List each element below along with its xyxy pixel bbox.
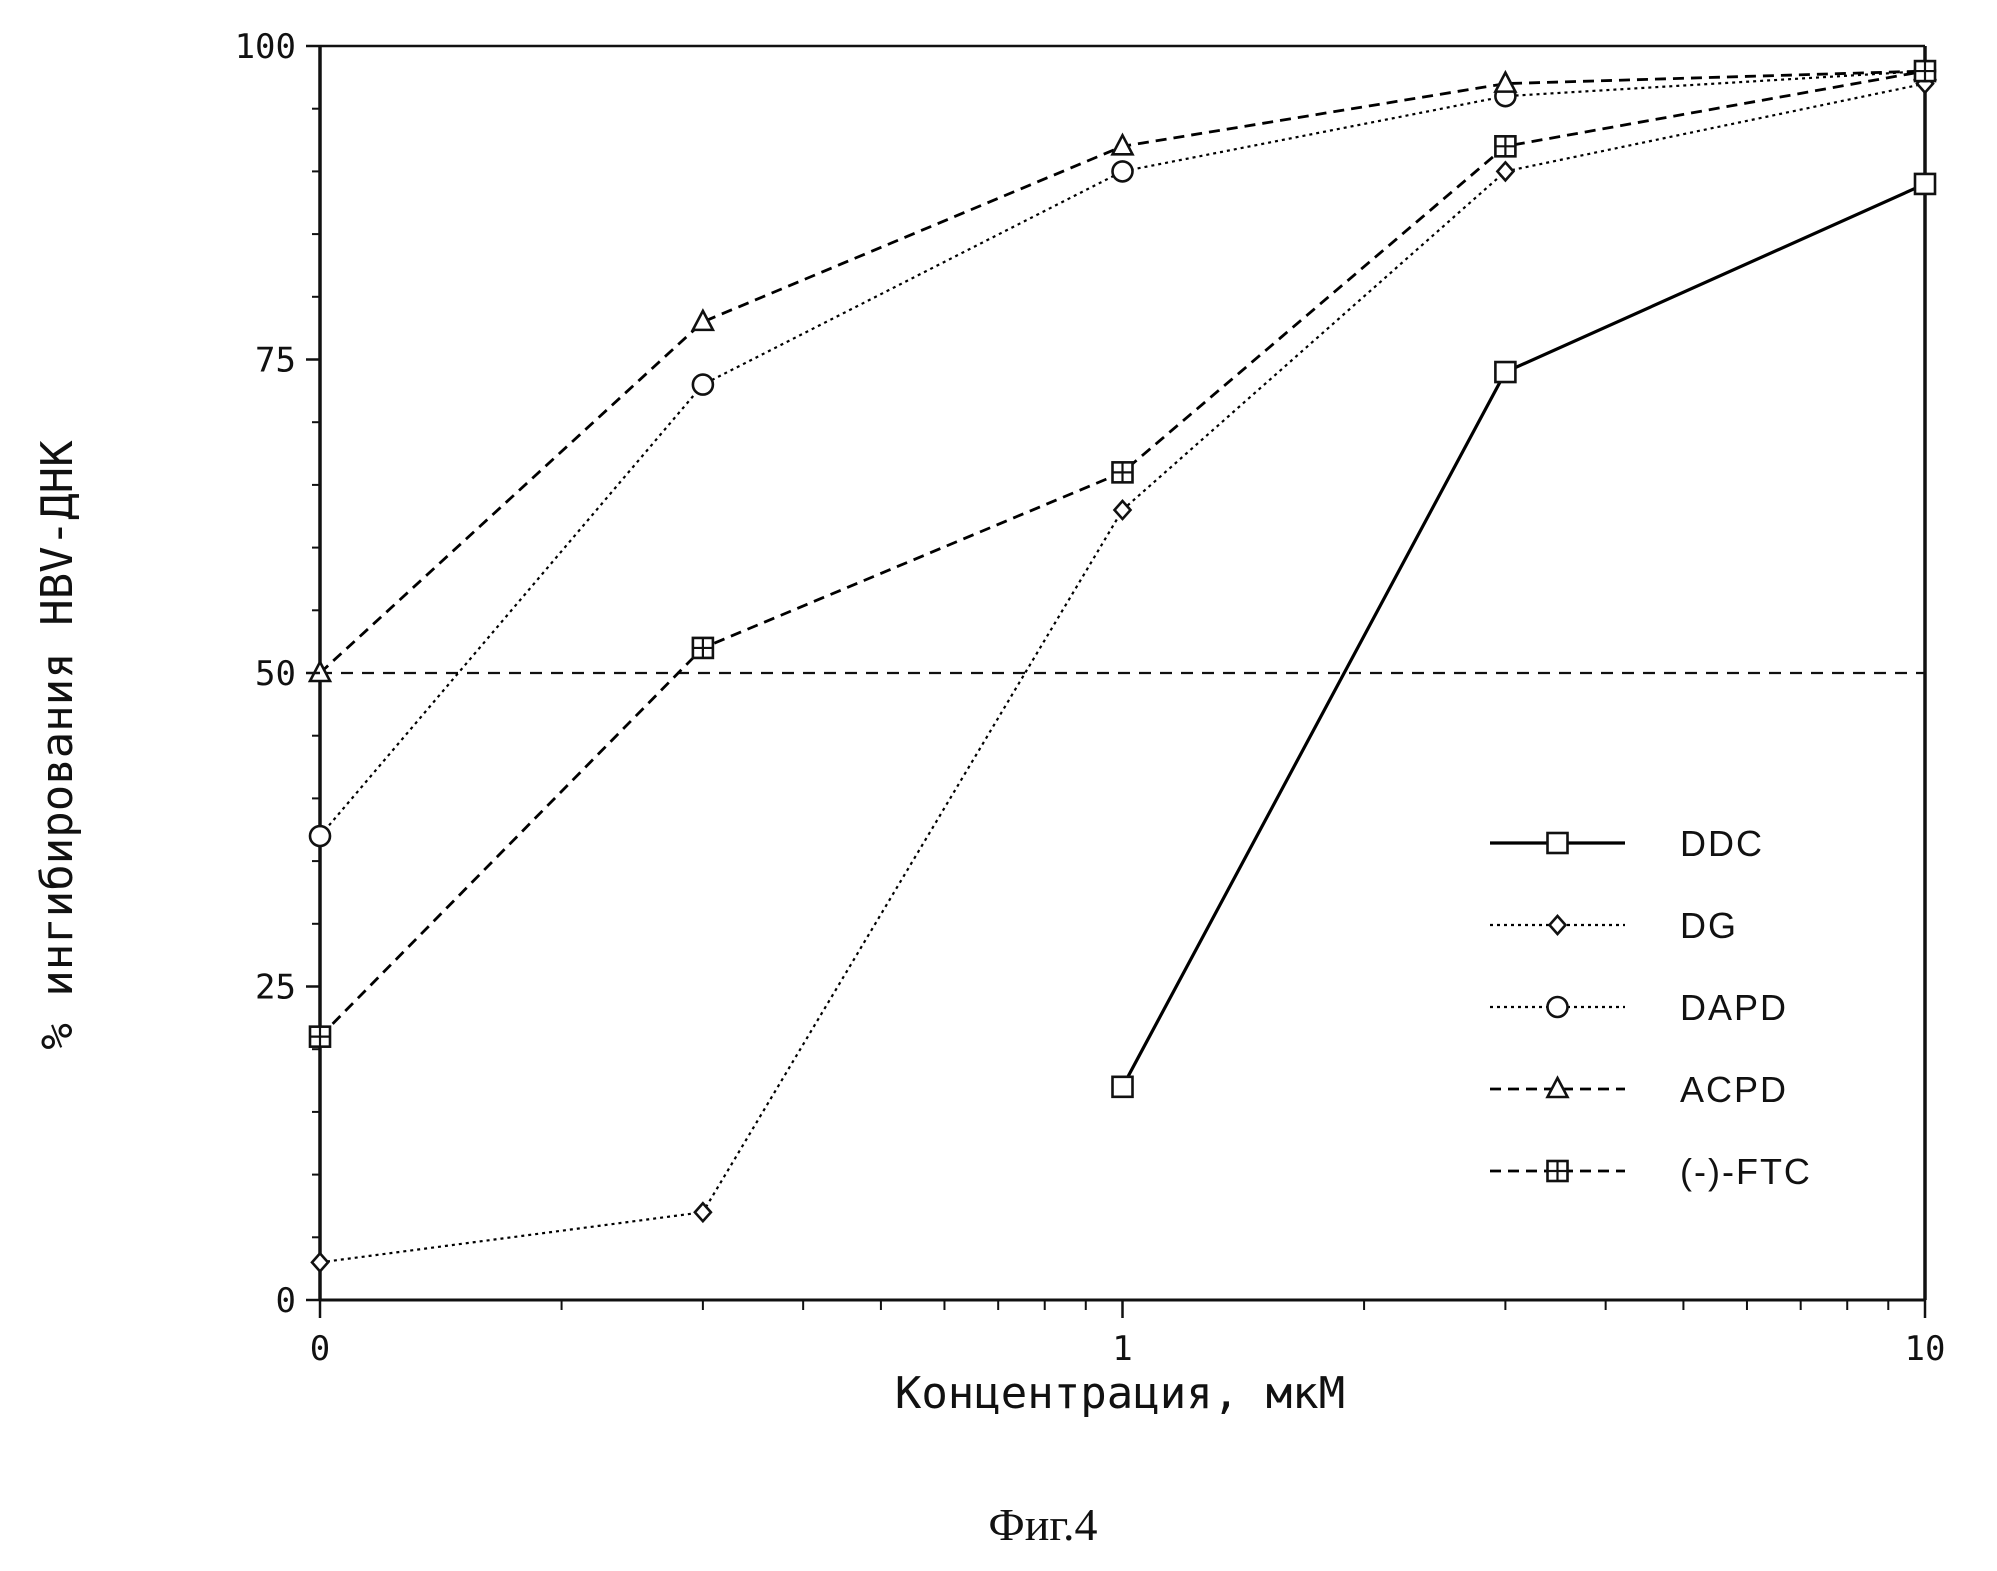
legend-label: DAPD [1680,987,1788,1028]
legend-item-dg: DG [1490,905,1738,946]
legend-item-ftc: (-)-FTC [1490,1151,1812,1192]
legend-label: DDC [1680,823,1764,864]
data-point-dapd [1113,161,1133,181]
legend-marker [1548,1078,1568,1097]
data-point-ftc [1113,462,1133,482]
data-point-dg [312,1253,328,1271]
data-point-dg [695,1203,711,1221]
legend-marker [1548,1161,1568,1181]
legend-marker [1550,916,1566,934]
x-tick-label: 1 [1112,1329,1132,1369]
data-point-dg [1497,162,1513,180]
figure-caption: Фиг.4 [988,1499,1097,1550]
legend-item-acpd: ACPD [1490,1069,1788,1110]
data-point-ddc [1915,174,1935,194]
legend-item-dapd: DAPD [1490,987,1788,1028]
y-axis-title: % ингибирования HBV-ДНК [32,440,83,1050]
y-tick-label: 25 [255,968,296,1008]
data-point-dapd [693,375,713,395]
data-point-dapd [310,826,330,846]
series-line-ddc [1123,184,1926,1087]
x-tick-label: 0 [310,1329,330,1369]
legend-item-ddc: DDC [1490,823,1764,864]
x-tick-label: 10 [1905,1329,1946,1369]
legend-label: DG [1680,905,1738,946]
legend: DDC DG DAPD ACPD (-)-FTC [1490,823,1812,1192]
data-point-ddc [1495,362,1515,382]
x-axis-title: Концентрация, мкМ [895,1368,1345,1419]
data-point-ftc [1915,61,1935,81]
y-tick-label: 0 [276,1281,296,1321]
y-tick-label: 50 [255,654,296,694]
data-point-ddc [1113,1077,1133,1097]
legend-label: (-)-FTC [1680,1151,1812,1192]
legend-marker [1548,833,1568,853]
data-point-ftc [1495,136,1515,156]
legend-marker [1548,997,1568,1017]
legend-label: ACPD [1680,1069,1788,1110]
data-point-ftc [693,638,713,658]
series-line-ftc [320,71,1925,1037]
y-tick-label: 75 [255,341,296,381]
y-tick-label: 100 [235,27,296,67]
data-point-ftc [310,1027,330,1047]
